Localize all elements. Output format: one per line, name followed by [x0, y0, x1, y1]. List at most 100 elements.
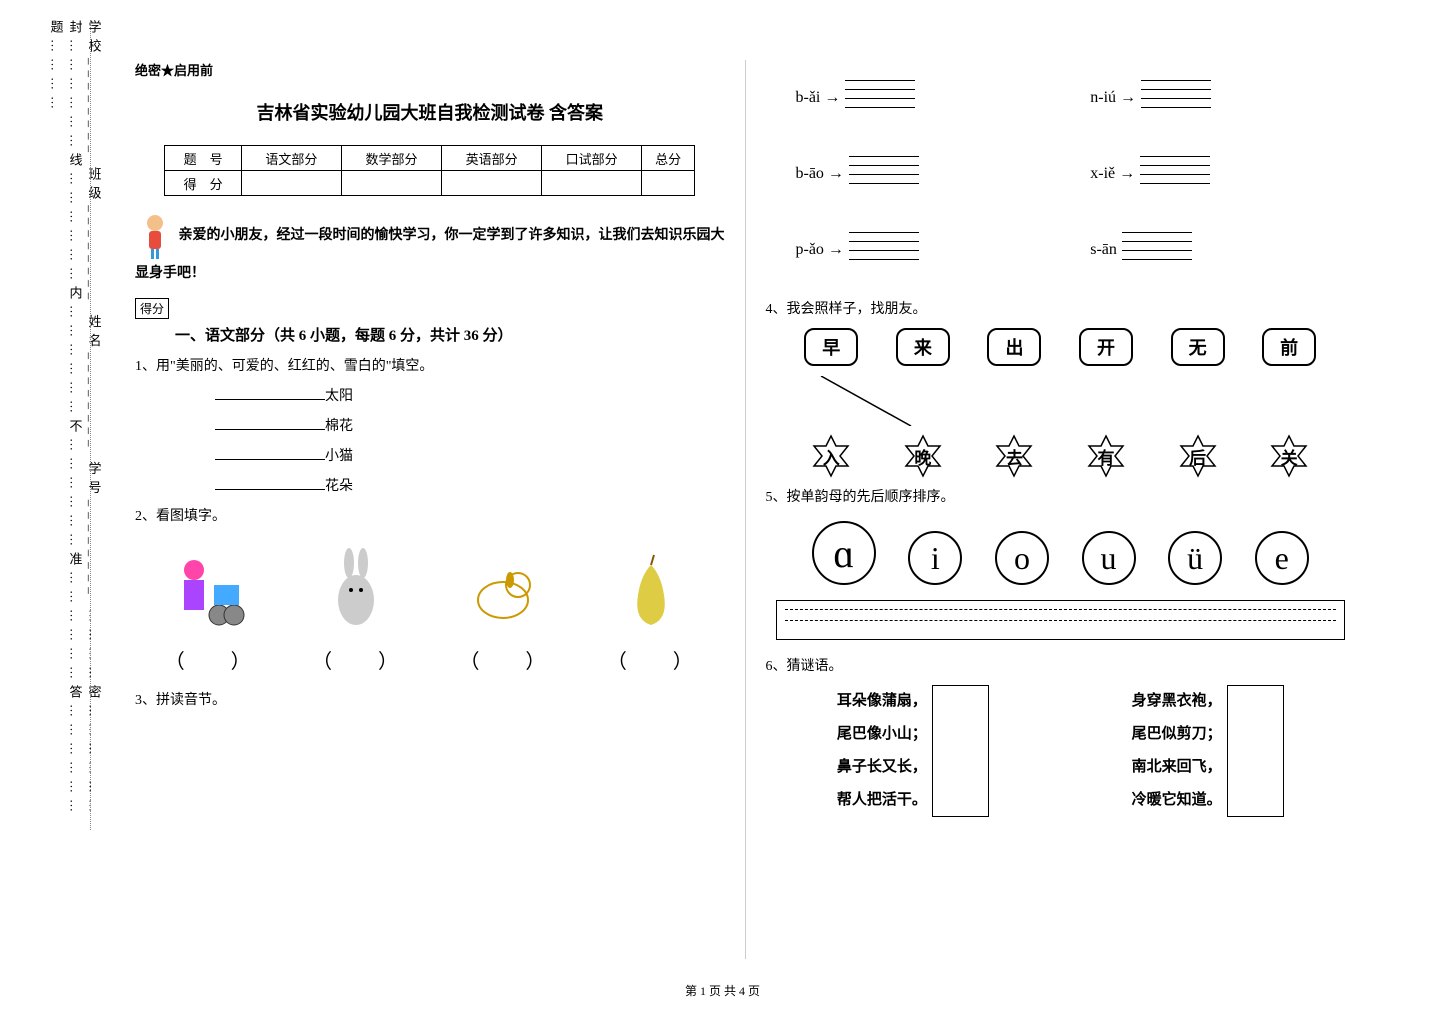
q1-word: 棉花: [325, 419, 353, 434]
vowel: ü: [1168, 531, 1222, 585]
q1-word: 花朵: [325, 479, 353, 494]
star-box: 后: [1173, 436, 1223, 476]
pinyin-lines: [1141, 80, 1211, 116]
img-pear: [606, 545, 696, 635]
score-table: 题 号 语文部分 数学部分 英语部分 口试部分 总分 得 分: [164, 145, 695, 196]
paper-title: 吉林省实验幼儿园大班自我检测试卷 含答案: [135, 99, 725, 125]
confidential-mark: 绝密★启用前: [135, 60, 725, 79]
th: 题 号: [165, 146, 241, 171]
riddle-line: 鼻子长又长，: [837, 751, 927, 784]
pinyin-item: b-ǎi →: [796, 80, 1031, 116]
right-column: b-ǎi → n-iú → b-āo → x-iě → p-ǎo → s-ān …: [746, 60, 1376, 959]
q2-images: [135, 545, 725, 635]
img-rabbit: [311, 545, 401, 635]
pinyin-grid: b-ǎi → n-iú → b-āo → x-iě → p-ǎo → s-ān: [796, 80, 1326, 268]
char-box: 来: [896, 328, 950, 366]
riddle-line: 冷暖它知道。: [1132, 784, 1222, 817]
dashed: [785, 609, 1337, 620]
star-box: 有: [1081, 436, 1131, 476]
dashed: [785, 620, 1337, 631]
td: 得 分: [165, 171, 241, 196]
th: 总分: [642, 146, 695, 171]
pinyin-item: n-iú →: [1090, 80, 1325, 116]
riddle-answer-box: [1227, 685, 1284, 817]
riddle-col: 耳朵像蒲扇， 尾巴像小山； 鼻子长又长， 帮人把活干。: [837, 685, 989, 817]
pinyin-lines: [849, 232, 919, 268]
test-page: 学校________ 班级________ 姓名________ 学号_____…: [0, 0, 1445, 1019]
pinyin-label: x-iě →: [1090, 165, 1135, 183]
paren: （ ）: [607, 645, 695, 674]
td: [542, 171, 642, 196]
q4-match: 早 来 出 开 无 前 入 晚 去 有 后 关: [766, 328, 1356, 476]
q1-item: 棉花: [215, 415, 725, 435]
blank: [215, 475, 325, 490]
img-stroller: [164, 545, 254, 635]
pinyin-label: n-iú →: [1090, 89, 1136, 107]
q3-text: 3、拼读音节。: [135, 689, 725, 709]
star-box: 关: [1264, 436, 1314, 476]
char-box: 出: [987, 328, 1041, 366]
pinyin-label: s-ān: [1090, 241, 1117, 259]
q1-item: 太阳: [215, 385, 725, 405]
q4-bottom-row: 入 晚 去 有 后 关: [786, 436, 1336, 476]
binding-dots: [90, 20, 93, 830]
content-area: 绝密★启用前 吉林省实验幼儿园大班自我检测试卷 含答案 题 号 语文部分 数学部…: [115, 60, 1375, 959]
star-box: 入: [806, 436, 856, 476]
q1-list: 太阳 棉花 小猫 花朵: [215, 385, 725, 495]
td: [642, 171, 695, 196]
riddle-line: 尾巴像小山；: [837, 718, 927, 751]
table-row: 题 号 语文部分 数学部分 英语部分 口试部分 总分: [165, 146, 695, 171]
q1-item: 小猫: [215, 445, 725, 465]
left-column: 绝密★启用前 吉林省实验幼儿园大班自我检测试卷 含答案 题 号 语文部分 数学部…: [115, 60, 746, 959]
blank: [215, 445, 325, 460]
char-box: 前: [1262, 328, 1316, 366]
blank: [215, 415, 325, 430]
answer-box: [776, 600, 1346, 640]
vowel: ɑ: [812, 521, 876, 585]
char-box: 早: [804, 328, 858, 366]
td: [442, 171, 542, 196]
riddle-line: 帮人把活干。: [837, 784, 927, 817]
pinyin-item: b-āo →: [796, 156, 1031, 192]
paren: （ ）: [312, 645, 400, 674]
pinyin-item: s-ān: [1090, 232, 1325, 268]
pinyin-lines: [845, 80, 915, 116]
riddle1: 耳朵像蒲扇， 尾巴像小山； 鼻子长又长， 帮人把活干。: [837, 685, 927, 817]
td: [341, 171, 441, 196]
intro-block: 亲爱的小朋友，经过一段时间的愉快学习，你一定学到了许多知识，让我们去知识乐园大显…: [135, 211, 725, 288]
pinyin-lines: [1122, 232, 1192, 268]
pinyin-label: b-ǎi →: [796, 89, 841, 107]
pinyin-item: p-ǎo →: [796, 232, 1031, 268]
vowel: u: [1082, 531, 1136, 585]
q1-item: 花朵: [215, 475, 725, 495]
q6-text: 6、猜谜语。: [766, 655, 1356, 675]
blank: [215, 385, 325, 400]
intro-text: 亲爱的小朋友，经过一段时间的愉快学习，你一定学到了许多知识，让我们去知识乐园大显…: [135, 228, 725, 281]
pinyin-lines: [849, 156, 919, 192]
score-badge: 得分: [135, 298, 169, 319]
vowel: e: [1255, 531, 1309, 585]
pinyin-lines: [1140, 156, 1210, 192]
q4-text: 4、我会照样子，找朋友。: [766, 298, 1356, 318]
riddle-line: 南北来回飞，: [1132, 751, 1222, 784]
riddle-line: 尾巴似剪刀；: [1132, 718, 1222, 751]
td: [241, 171, 341, 196]
riddle-row: 耳朵像蒲扇， 尾巴像小山； 鼻子长又长， 帮人把活干。 身穿黑衣袍， 尾巴似剪刀…: [766, 685, 1356, 817]
char-box: 无: [1171, 328, 1225, 366]
q2-text: 2、看图填字。: [135, 505, 725, 525]
vowel: i: [908, 531, 962, 585]
kid-icon: [135, 211, 175, 261]
vowel-row: ɑ i o u ü e: [796, 521, 1326, 585]
riddle2: 身穿黑衣袍， 尾巴似剪刀； 南北来回飞， 冷暖它知道。: [1132, 685, 1222, 817]
q1-word: 小猫: [325, 449, 353, 464]
q1-text: 1、用"美丽的、可爱的、红红的、雪白的"填空。: [135, 355, 725, 375]
table-row: 得 分: [165, 171, 695, 196]
th: 语文部分: [241, 146, 341, 171]
pinyin-item: x-iě →: [1090, 156, 1325, 192]
th: 英语部分: [442, 146, 542, 171]
pinyin-label: b-āo →: [796, 165, 844, 183]
th: 口试部分: [542, 146, 642, 171]
riddle-col: 身穿黑衣袍， 尾巴似剪刀； 南北来回飞， 冷暖它知道。: [1132, 685, 1284, 817]
paren: （ ）: [165, 645, 253, 674]
char-box: 开: [1079, 328, 1133, 366]
